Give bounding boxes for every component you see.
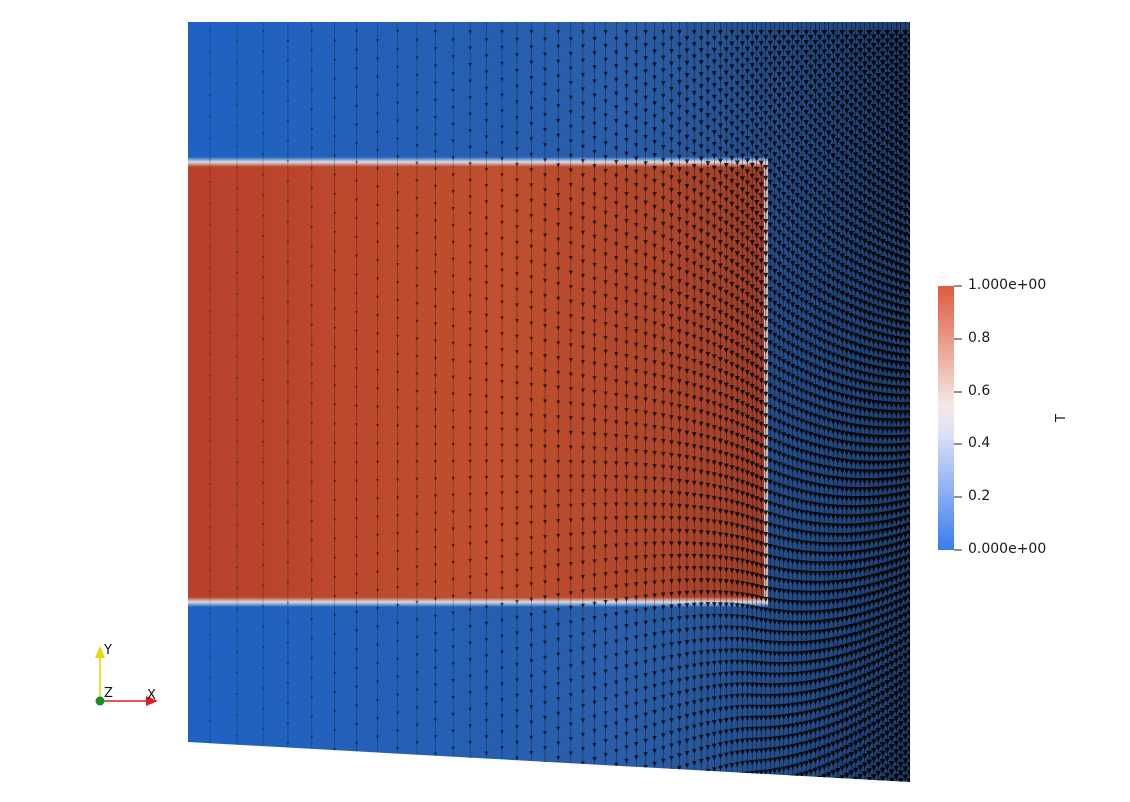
scalar-bar-tick-0-8: 0.8 bbox=[968, 330, 991, 346]
scalar-bar-min-label: 0.000e+00 bbox=[968, 541, 1047, 557]
scalar-bar-tick-0-4: 0.4 bbox=[968, 435, 991, 451]
velocity-glyphs bbox=[208, 22, 910, 782]
scalar-bar-gradient bbox=[938, 286, 954, 550]
scalar-bar bbox=[938, 285, 962, 551]
axis-label-x: X bbox=[147, 688, 156, 703]
scalar-bar-max-label: 1.000e+00 bbox=[968, 277, 1047, 293]
scalar-bar-tick-0-6: 0.6 bbox=[968, 383, 991, 399]
interface-top bbox=[188, 157, 768, 167]
interface-bottom bbox=[188, 597, 768, 607]
hot-region bbox=[188, 162, 768, 604]
orientation-axes bbox=[95, 646, 158, 706]
axis-label-z: Z bbox=[104, 686, 113, 701]
y-arrow-icon bbox=[95, 646, 105, 658]
z-axis-dot-icon bbox=[95, 696, 105, 706]
scalar-bar-tick-0-2: 0.2 bbox=[968, 488, 991, 504]
temperature-field bbox=[188, 22, 910, 782]
x-arrow-icon bbox=[146, 696, 158, 706]
axis-label-y: Y bbox=[104, 643, 112, 658]
scalar-bar-ticks bbox=[954, 285, 962, 551]
scalar-bar-title: T bbox=[1054, 414, 1069, 422]
